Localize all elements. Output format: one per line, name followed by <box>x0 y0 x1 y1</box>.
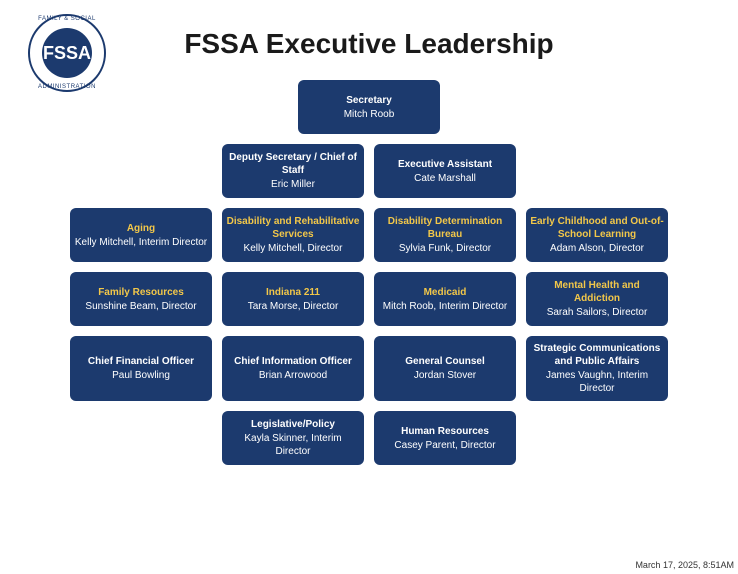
org-box: AgingKelly Mitchell, Interim Director <box>70 208 212 262</box>
org-box: Mental Health and AddictionSarah Sailors… <box>526 272 668 326</box>
org-row: Legislative/PolicyKayla Skinner, Interim… <box>59 411 679 465</box>
org-person: Mitch Roob <box>344 108 395 121</box>
org-role: General Counsel <box>405 355 484 368</box>
org-row: AgingKelly Mitchell, Interim DirectorDis… <box>59 208 679 262</box>
org-person: Tara Morse, Director <box>248 300 339 313</box>
org-role: Deputy Secretary / Chief of Staff <box>226 151 360 177</box>
org-role: Aging <box>127 222 155 235</box>
org-role: Human Resources <box>401 425 489 438</box>
org-box: Disability Determination BureauSylvia Fu… <box>374 208 516 262</box>
org-person: Jordan Stover <box>414 369 476 382</box>
org-box: Executive AssistantCate Marshall <box>374 144 516 198</box>
org-role: Indiana 211 <box>266 286 320 299</box>
org-box: General CounselJordan Stover <box>374 336 516 401</box>
fssa-logo: FAMILY & SOCIAL FSSA ADMINISTRATION <box>28 14 106 92</box>
org-role: Disability Determination Bureau <box>378 215 512 241</box>
org-person: Casey Parent, Director <box>394 439 495 452</box>
org-role: Legislative/Policy <box>251 418 335 431</box>
org-role: Medicaid <box>424 286 467 299</box>
org-box: Disability and Rehabilitative ServicesKe… <box>222 208 364 262</box>
org-box: MedicaidMitch Roob, Interim Director <box>374 272 516 326</box>
org-box: SecretaryMitch Roob <box>298 80 440 134</box>
org-chart: SecretaryMitch Roob Deputy Secretary / Ch… <box>59 80 679 465</box>
org-person: James Vaughn, Interim Director <box>530 369 664 395</box>
page-title: FSSA Executive Leadership <box>0 0 738 80</box>
logo-text-bottom: ADMINISTRATION <box>28 84 106 90</box>
org-role: Strategic Communications and Public Affa… <box>530 342 664 368</box>
org-person: Kelly Mitchell, Director <box>244 242 343 255</box>
org-row: Chief Financial OfficerPaul BowlingChief… <box>59 336 679 401</box>
org-box: Strategic Communications and Public Affa… <box>526 336 668 401</box>
org-person: Sarah Sailors, Director <box>547 306 648 319</box>
org-person: Sylvia Funk, Director <box>399 242 491 255</box>
org-box: Legislative/PolicyKayla Skinner, Interim… <box>222 411 364 465</box>
org-box: Early Childhood and Out-of-School Learni… <box>526 208 668 262</box>
org-row: SecretaryMitch Roob <box>59 80 679 134</box>
org-role: Mental Health and Addiction <box>530 279 664 305</box>
org-box: Deputy Secretary / Chief of StaffEric Mi… <box>222 144 364 198</box>
org-person: Mitch Roob, Interim Director <box>383 300 507 313</box>
logo-abbr: FSSA <box>42 28 92 78</box>
org-role: Chief Financial Officer <box>88 355 194 368</box>
org-box: Chief Information OfficerBrian Arrowood <box>222 336 364 401</box>
org-role: Early Childhood and Out-of-School Learni… <box>530 215 664 241</box>
org-box: Family ResourcesSunshine Beam, Director <box>70 272 212 326</box>
org-row: Deputy Secretary / Chief of StaffEric Mi… <box>59 144 679 198</box>
org-role: Family Resources <box>98 286 184 299</box>
org-person: Paul Bowling <box>112 369 170 382</box>
org-person: Brian Arrowood <box>259 369 327 382</box>
org-person: Cate Marshall <box>414 172 476 185</box>
org-person: Kayla Skinner, Interim Director <box>226 432 360 458</box>
org-row: Family ResourcesSunshine Beam, DirectorI… <box>59 272 679 326</box>
timestamp: March 17, 2025, 8:51AM <box>635 560 734 570</box>
org-person: Sunshine Beam, Director <box>85 300 196 313</box>
org-box: Indiana 211Tara Morse, Director <box>222 272 364 326</box>
org-person: Kelly Mitchell, Interim Director <box>75 236 207 249</box>
org-role: Chief Information Officer <box>234 355 352 368</box>
org-box: Human ResourcesCasey Parent, Director <box>374 411 516 465</box>
org-person: Adam Alson, Director <box>550 242 644 255</box>
org-box: Chief Financial OfficerPaul Bowling <box>70 336 212 401</box>
org-role: Disability and Rehabilitative Services <box>226 215 360 241</box>
logo-text-top: FAMILY & SOCIAL <box>28 16 106 22</box>
org-person: Eric Miller <box>271 178 315 191</box>
org-role: Secretary <box>346 94 392 107</box>
org-role: Executive Assistant <box>398 158 492 171</box>
